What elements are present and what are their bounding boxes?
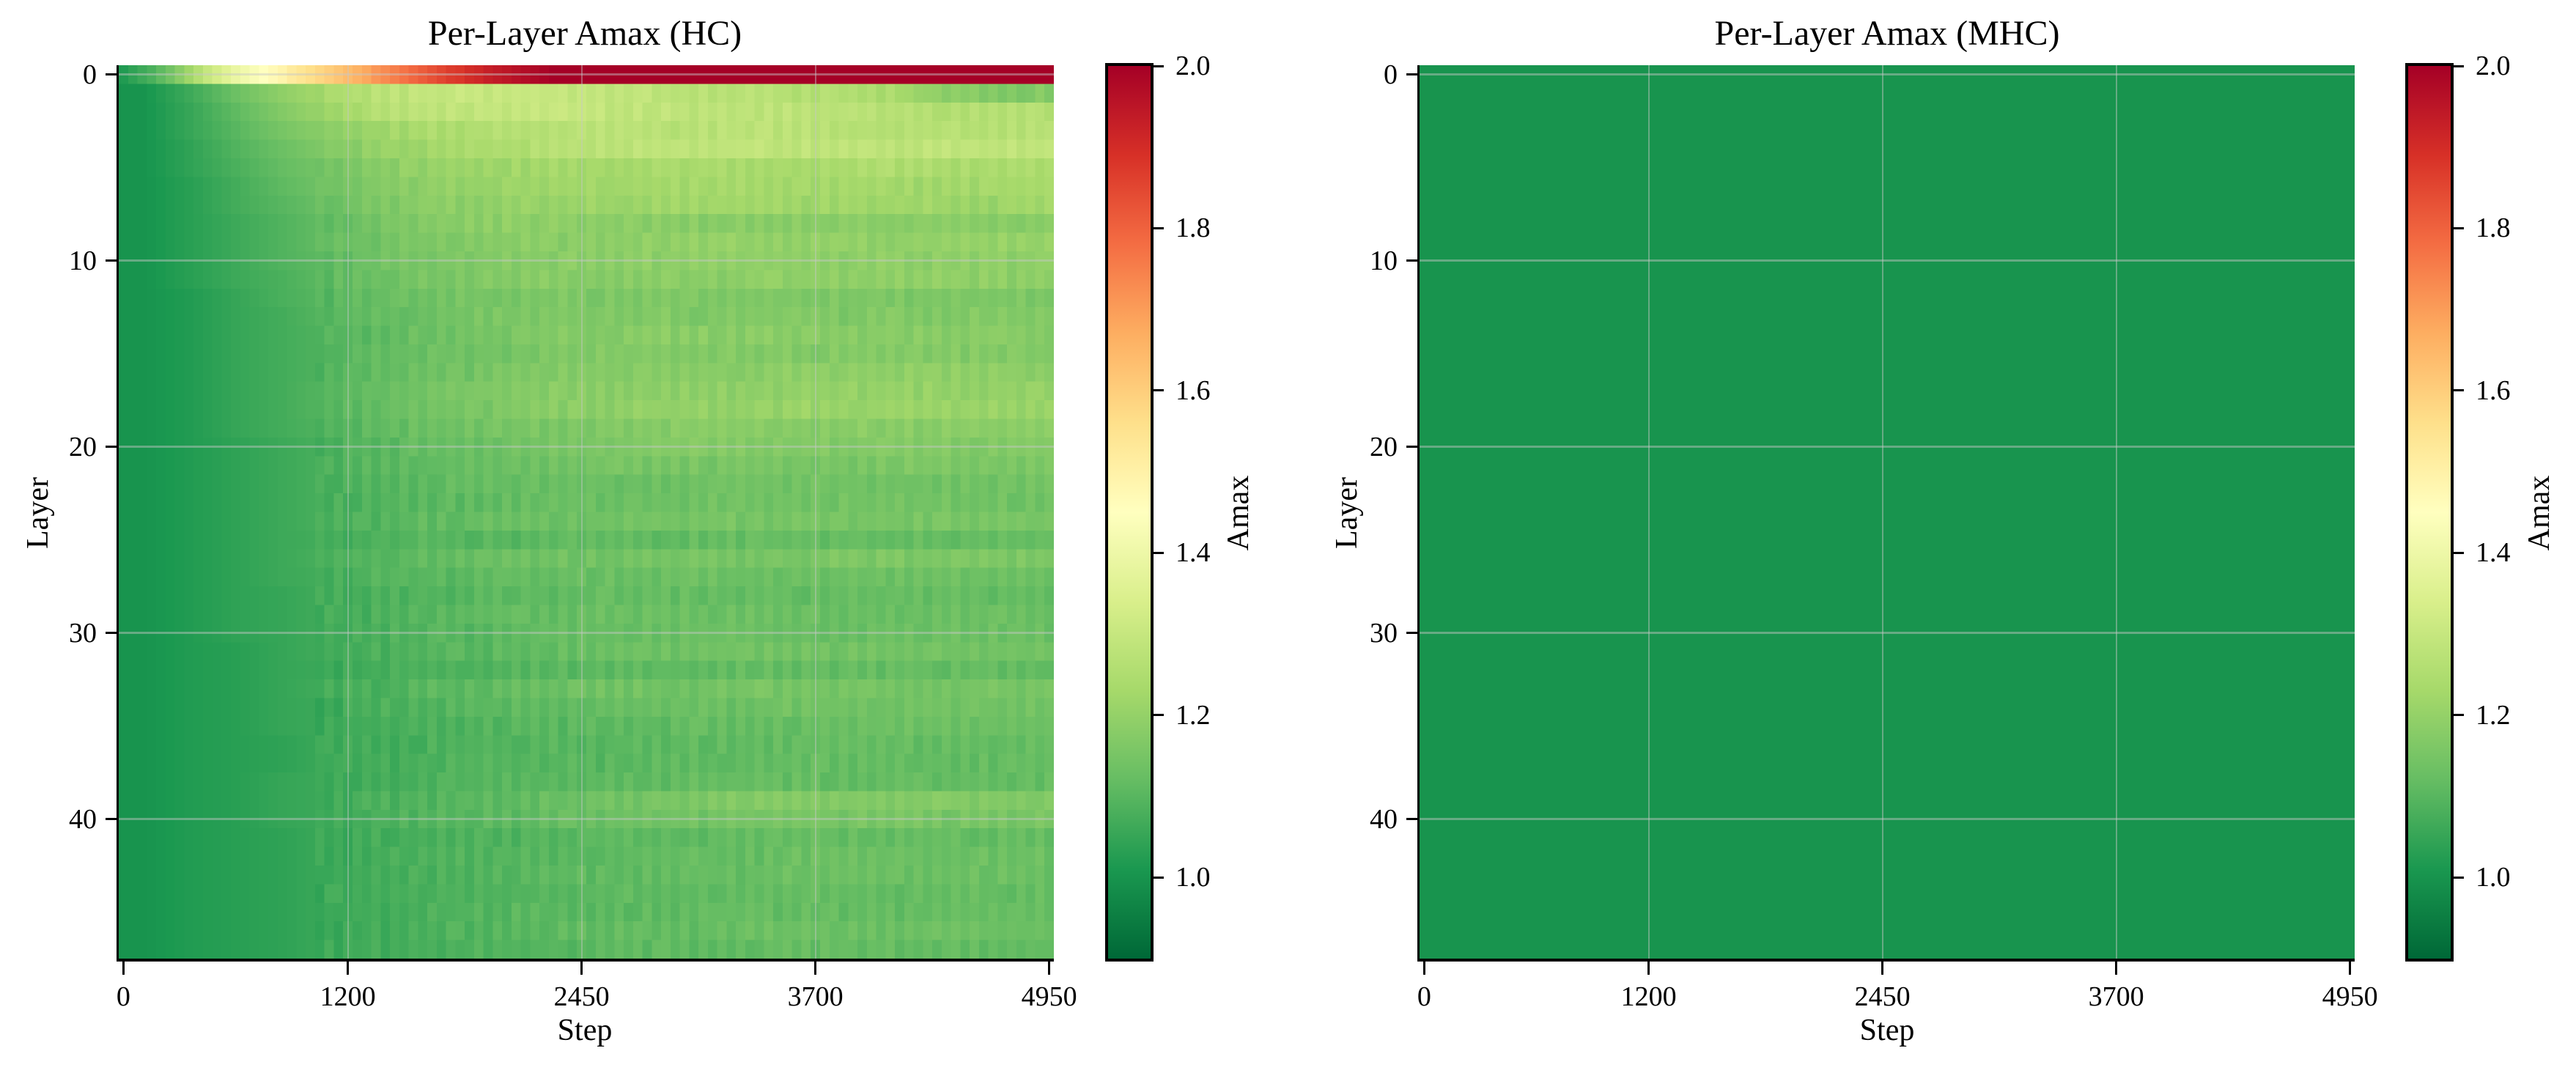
hc-colorbar [1105, 63, 1154, 962]
y-tick-label: 0 [1384, 59, 1398, 90]
mhc-colorbar [2405, 63, 2454, 962]
y-tick-label: 20 [69, 431, 97, 462]
colorbar-tick-label: 1.0 [1176, 862, 1211, 893]
hc-chart-title: Per-Layer Amax (HC) [427, 14, 742, 53]
y-tick-label: 30 [1370, 617, 1398, 649]
x-tick-mark [1881, 962, 1884, 975]
y-tick-mark [106, 73, 117, 76]
x-tick-label: 2450 [1854, 981, 1911, 1012]
x-tick-mark [814, 962, 817, 975]
x-tick-mark [2349, 962, 2352, 975]
hc-y-axis-spine [117, 65, 119, 959]
gridline-vertical [1881, 65, 1883, 959]
y-tick-label: 10 [69, 245, 97, 276]
hc-colorbar-label: Amax [1222, 475, 1255, 551]
colorbar-tick-mark [1154, 714, 1164, 717]
x-tick-label: 3700 [787, 981, 844, 1012]
colorbar-tick-mark [1154, 226, 1164, 229]
gridline-horizontal [1420, 446, 2355, 449]
x-tick-label: 0 [1417, 981, 1431, 1012]
colorbar-tick-mark [1154, 551, 1164, 554]
hc-heatmap-cells [119, 65, 1054, 959]
colorbar-tick-label: 1.2 [2476, 699, 2511, 731]
gridline-vertical [347, 65, 349, 959]
colorbar-tick-label: 2.0 [1176, 51, 1211, 81]
hc-x-axis-label: Step [557, 1014, 613, 1047]
gridline-horizontal [1420, 632, 2355, 635]
hc-y-axis-label: Layer [21, 477, 55, 549]
gridline-vertical [814, 65, 816, 959]
x-tick-label: 1200 [1620, 981, 1677, 1012]
y-tick-mark [106, 446, 117, 449]
colorbar-tick-mark [2454, 226, 2464, 229]
colorbar-tick-label: 2.0 [2476, 51, 2511, 81]
colorbar-tick-label: 1.8 [1176, 213, 1211, 244]
mhc-heatmap: 0 10 20 30 40 0 1200 2450 3700 4950 [1370, 59, 2378, 1012]
x-tick-label: 4950 [2322, 981, 2378, 1012]
y-tick-mark [106, 818, 117, 821]
colorbar-tick-mark [2454, 64, 2464, 67]
colorbar-tick-label: 1.6 [2476, 374, 2511, 406]
mhc-y-axis-label: Layer [1330, 477, 1364, 549]
x-tick-mark [1422, 962, 1425, 975]
gridline-horizontal [119, 73, 1054, 76]
gridline-horizontal [119, 632, 1054, 635]
mhc-x-axis-spine [1417, 959, 2355, 962]
mhc-chart-title: Per-Layer Amax (MHC) [1714, 14, 2060, 53]
y-tick-label: 40 [69, 803, 97, 835]
gridline-horizontal [1420, 818, 2355, 821]
gridline-horizontal [1420, 73, 2355, 76]
x-tick-label: 1200 [320, 981, 376, 1012]
y-tick-label: 10 [1370, 245, 1398, 276]
gridline-horizontal [119, 446, 1054, 449]
colorbar-tick-mark [2454, 876, 2464, 879]
y-tick-mark [106, 259, 117, 262]
x-tick-label: 2450 [553, 981, 610, 1012]
gridline-horizontal [1420, 259, 2355, 262]
y-tick-mark [1406, 73, 1417, 76]
x-tick-mark [1647, 962, 1650, 975]
mhc-colorbar-label: Amax [2523, 475, 2556, 551]
y-tick-label: 0 [83, 59, 97, 90]
y-tick-mark [1406, 259, 1417, 262]
gridline-horizontal [119, 818, 1054, 821]
colorbar-tick-label: 1.2 [1176, 699, 1211, 731]
colorbar-tick-mark [1154, 64, 1164, 67]
x-tick-label: 4950 [1021, 981, 1077, 1012]
hc-x-axis-spine [117, 959, 1054, 962]
x-tick-mark [122, 962, 125, 975]
colorbar-tick-label: 1.4 [1176, 537, 1211, 569]
colorbar-tick-label: 1.6 [1176, 374, 1211, 406]
y-tick-label: 40 [1370, 803, 1398, 835]
hc-heatmap: 0 10 20 30 40 0 1200 2450 3700 4950 [69, 59, 1077, 1012]
colorbar-tick-mark [2454, 389, 2464, 392]
colorbar-tick-label: 1.8 [2476, 213, 2511, 244]
y-tick-mark [106, 632, 117, 635]
mhc-y-axis-spine [1417, 65, 1420, 959]
colorbar-tick-label: 1.4 [2476, 537, 2511, 569]
y-tick-mark [1406, 446, 1417, 449]
mhc-x-axis-label: Step [1859, 1014, 1915, 1047]
gridline-vertical [2115, 65, 2117, 959]
x-tick-mark [1048, 962, 1051, 975]
x-tick-mark [347, 962, 350, 975]
x-tick-mark [580, 962, 583, 975]
colorbar-tick-mark [2454, 551, 2464, 554]
x-tick-label: 0 [116, 981, 130, 1012]
colorbar-tick-mark [1154, 389, 1164, 392]
y-tick-label: 20 [1370, 431, 1398, 462]
gridline-vertical [1647, 65, 1650, 959]
x-tick-label: 3700 [2088, 981, 2144, 1012]
x-tick-mark [2115, 962, 2118, 975]
mhc-heatmap-cells [1420, 65, 2355, 959]
gridline-vertical [580, 65, 583, 959]
colorbar-tick-mark [1154, 876, 1164, 879]
colorbar-tick-label: 1.0 [2476, 862, 2511, 893]
y-tick-label: 30 [69, 617, 97, 649]
colorbar-tick-mark [2454, 714, 2464, 717]
y-tick-mark [1406, 632, 1417, 635]
gridline-horizontal [119, 259, 1054, 262]
y-tick-mark [1406, 818, 1417, 821]
